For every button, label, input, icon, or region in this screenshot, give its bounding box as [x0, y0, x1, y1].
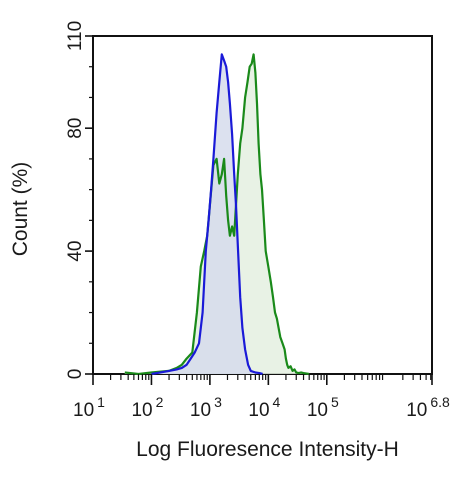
x-tick-label: 10 6.8: [406, 394, 450, 421]
x-axis-ticks: 10 1 10 2 10 3 10 4 10 5 10 6.8: [73, 374, 450, 421]
x-tick-label: 10 3: [190, 394, 222, 421]
x-axis-title: Log Fluoresence Intensity-H: [136, 438, 399, 461]
y-axis-title: Count (%): [9, 162, 32, 257]
x-tick-label: 10 1: [73, 394, 105, 421]
y-tick-label: 80: [65, 118, 86, 139]
y-axis-ticks: 0 40 80 110: [65, 21, 93, 379]
series-2-line: [151, 53, 263, 376]
series-1-line: [124, 53, 310, 376]
x-tick-label: 10 5: [307, 394, 339, 421]
y-tick-label: 110: [65, 21, 86, 51]
series-layer: [124, 53, 310, 376]
x-tick-label: 10 4: [248, 394, 280, 421]
series-2-fill: [151, 54, 263, 375]
y-tick-label: 40: [65, 241, 86, 262]
y-tick-label: 0: [65, 369, 86, 380]
x-tick-label: 10 2: [131, 394, 163, 421]
